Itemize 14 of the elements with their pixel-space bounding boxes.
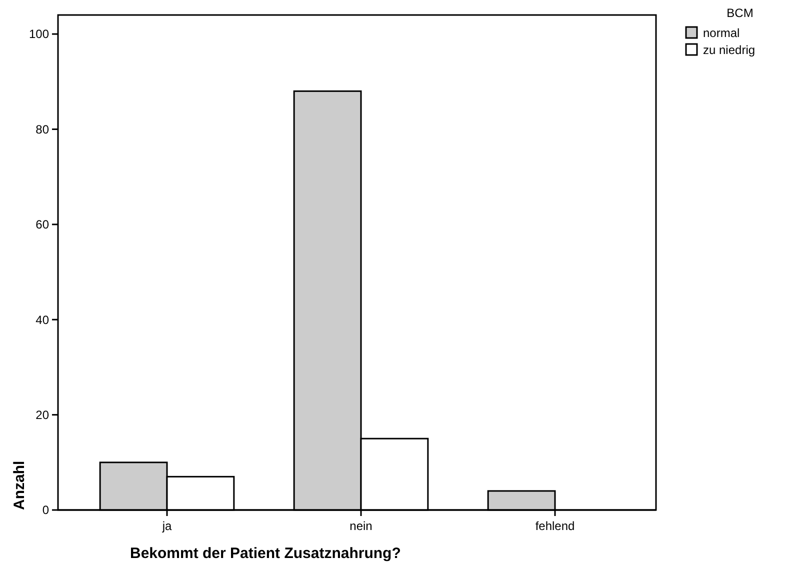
x-tick-label: fehlend xyxy=(535,519,575,533)
legend-title: BCM xyxy=(726,6,754,20)
legend-label: zu niedrig xyxy=(703,43,756,57)
y-tick-label: 0 xyxy=(42,503,50,518)
y-tick-label: 60 xyxy=(36,218,50,232)
y-tick-label: 20 xyxy=(36,408,50,422)
y-tick-label: 80 xyxy=(36,122,50,136)
y-axis-title: Anzahl xyxy=(11,460,28,510)
legend-label: normal xyxy=(703,26,740,40)
x-axis-title: Bekommt der Patient Zusatznahrung? xyxy=(130,545,401,562)
y-tick-label: 100 xyxy=(28,27,50,42)
x-tick-label: nein xyxy=(350,519,372,533)
y-tick-label: 40 xyxy=(36,312,50,327)
x-tick-label: ja xyxy=(161,519,172,533)
